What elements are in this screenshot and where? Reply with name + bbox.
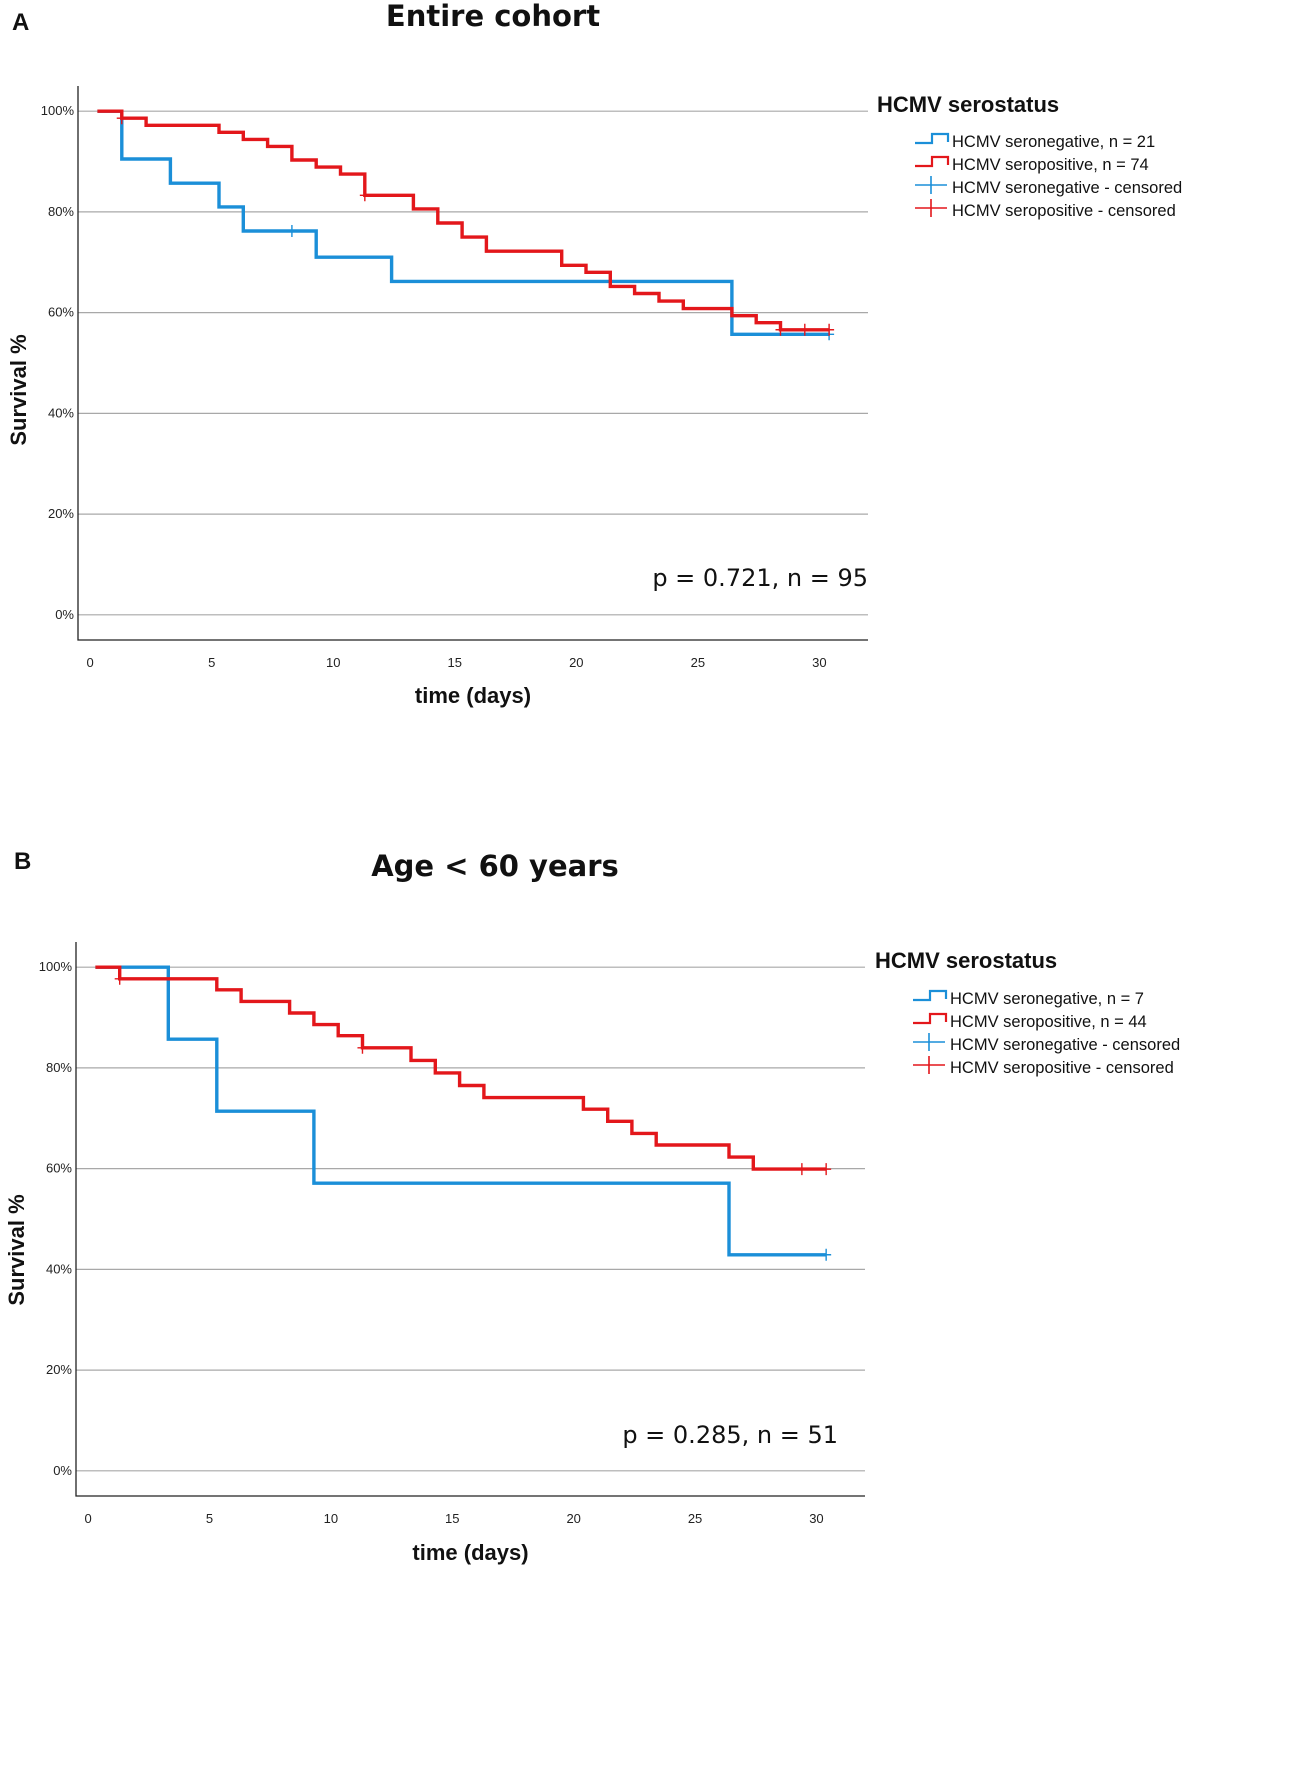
axis-frame bbox=[77, 86, 868, 641]
legend-label: HCMV seropositive - censored bbox=[950, 1059, 1174, 1077]
y-tick-label: 0% bbox=[53, 1463, 72, 1478]
y-tick-label: 80% bbox=[46, 1060, 72, 1075]
x-axis-title: time (days) bbox=[412, 1540, 528, 1565]
x-axis-title: time (days) bbox=[415, 683, 531, 708]
x-tick-label: 10 bbox=[324, 1511, 338, 1526]
censor-mark bbox=[799, 323, 810, 336]
panel-letter: A bbox=[12, 9, 29, 36]
legend-label: HCMV seronegative, n = 21 bbox=[952, 133, 1155, 151]
y-tick-label: 0% bbox=[55, 607, 74, 622]
y-tick-label: 20% bbox=[46, 1362, 72, 1377]
legend-label: HCMV seropositive - censored bbox=[952, 202, 1176, 220]
survival-curve-series-1 bbox=[95, 965, 827, 1171]
p-value-annotation: p = 0.721, n = 95 bbox=[652, 564, 868, 592]
y-axis-title: Survival % bbox=[4, 1194, 29, 1305]
censor-mark bbox=[286, 225, 297, 238]
censor-mark bbox=[796, 1163, 807, 1176]
censor-mark bbox=[824, 323, 835, 336]
legend-label: HCMV seropositive, n = 74 bbox=[952, 156, 1149, 174]
legend-title: HCMV serostatus bbox=[877, 92, 1059, 117]
y-tick-label: 60% bbox=[46, 1161, 72, 1176]
axis-frame bbox=[75, 942, 865, 1497]
legend-swatch-2 bbox=[913, 1033, 945, 1051]
panel-letter: B bbox=[14, 848, 31, 875]
censor-mark bbox=[359, 189, 370, 202]
legend-label: HCMV seropositive, n = 44 bbox=[950, 1013, 1147, 1031]
km-chart-b: B Age < 60 years 0% 20% 40% 60% 80% 100% 0 5 10 15 2… bbox=[4, 848, 1180, 1565]
legend-swatch-3 bbox=[915, 199, 947, 217]
x-tick-label: 25 bbox=[688, 1511, 702, 1526]
legend-swatch-1 bbox=[915, 155, 950, 168]
censor-mark bbox=[821, 1248, 832, 1261]
x-tick-label: 15 bbox=[445, 1511, 459, 1526]
censor-mark bbox=[114, 972, 125, 985]
y-tick-label: 100% bbox=[39, 959, 73, 974]
y-axis-title: Survival % bbox=[6, 334, 31, 445]
x-tick-label: 30 bbox=[809, 1511, 823, 1526]
x-tick-label: 10 bbox=[326, 655, 340, 670]
survival-curve-series-1 bbox=[97, 109, 830, 332]
legend-swatch-2 bbox=[915, 176, 947, 194]
x-tick-label: 30 bbox=[812, 655, 826, 670]
y-tick-label: 100% bbox=[41, 103, 75, 118]
survival-curve-series-0 bbox=[95, 965, 827, 1257]
censor-mark bbox=[775, 323, 786, 336]
legend-swatch-3 bbox=[913, 1056, 945, 1074]
legend-label: HCMV seronegative - censored bbox=[952, 179, 1182, 197]
panel-a-entire-cohort: A Entire cohort 0% 20% 40% 60% 80% 100% 0 5 10 15 20… bbox=[0, 0, 1299, 858]
p-value-annotation: p = 0.285, n = 51 bbox=[622, 1421, 838, 1449]
legend-swatch-0 bbox=[913, 989, 948, 1002]
x-tick-label: 20 bbox=[566, 1511, 580, 1526]
censor-mark bbox=[821, 1163, 832, 1176]
x-tick-label: 20 bbox=[569, 655, 583, 670]
legend-label: HCMV seronegative, n = 7 bbox=[950, 990, 1144, 1008]
censor-mark bbox=[116, 112, 127, 125]
censor-mark bbox=[357, 1041, 368, 1054]
panel-b-age-under-60: B Age < 60 years 0% 20% 40% 60% 80% 100% 0 5 10 15 2… bbox=[0, 848, 1299, 1788]
x-tick-label: 0 bbox=[87, 655, 94, 670]
x-tick-label: 15 bbox=[448, 655, 462, 670]
legend-label: HCMV seronegative - censored bbox=[950, 1036, 1180, 1054]
legend-swatch-0 bbox=[915, 132, 950, 145]
x-tick-label: 5 bbox=[208, 655, 215, 670]
chart-title: Age < 60 years bbox=[371, 849, 619, 883]
survival-curve-series-0 bbox=[97, 109, 830, 336]
chart-title: Entire cohort bbox=[386, 0, 600, 33]
y-tick-label: 40% bbox=[46, 1261, 72, 1276]
y-tick-label: 20% bbox=[48, 506, 74, 521]
legend-swatch-1 bbox=[913, 1012, 948, 1025]
x-tick-label: 0 bbox=[85, 1511, 92, 1526]
x-tick-label: 25 bbox=[691, 655, 705, 670]
y-tick-label: 40% bbox=[48, 405, 74, 420]
y-tick-label: 80% bbox=[48, 204, 74, 219]
y-tick-label: 60% bbox=[48, 305, 74, 320]
legend-title: HCMV serostatus bbox=[875, 948, 1057, 973]
x-tick-label: 5 bbox=[206, 1511, 213, 1526]
km-chart-a: A Entire cohort 0% 20% 40% 60% 80% 100% 0 5 10 15 20… bbox=[6, 0, 1182, 708]
